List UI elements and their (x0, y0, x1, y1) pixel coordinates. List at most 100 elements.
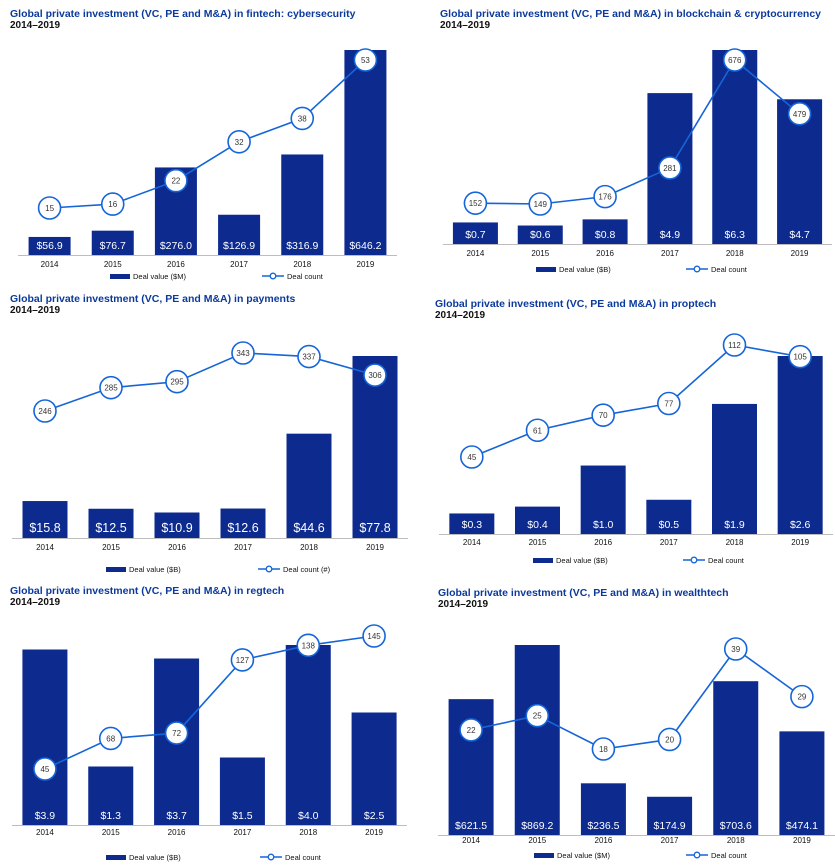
bar-value-label: $276.0 (160, 240, 192, 252)
bar-value-label: $0.6 (530, 229, 551, 241)
bar (219, 757, 265, 825)
legend-label-line: Deal count (711, 851, 748, 860)
deal-count-label: 16 (108, 200, 117, 209)
bar (22, 649, 68, 825)
x-tick-label: 2018 (300, 543, 318, 552)
x-tick-label: 2016 (596, 249, 614, 258)
x-tick-label: 2018 (726, 538, 744, 547)
deal-count-label: 138 (302, 641, 316, 650)
bar (351, 712, 397, 825)
x-tick-label: 2019 (357, 260, 375, 269)
x-tick-label: 2017 (234, 543, 252, 552)
x-tick-label: 2015 (102, 828, 120, 837)
bar-value-label: $1.9 (724, 519, 745, 531)
bar-value-label: $0.8 (595, 229, 616, 241)
chart-subtitle: 2014–2019 (440, 20, 491, 31)
x-tick-label: 2019 (365, 828, 383, 837)
bar-value-label: $4.7 (789, 229, 810, 241)
deal-count-marker (231, 341, 255, 365)
deal-count-marker (33, 399, 57, 423)
legend-swatch-marker (693, 265, 701, 273)
deal-count-marker (528, 192, 553, 216)
deal-count-marker (591, 403, 615, 428)
deal-count-marker (164, 721, 189, 745)
bar (91, 230, 134, 255)
deal-count-label: 15 (45, 204, 54, 213)
chart-panel-cybersecurity: Global private investment (VC, PE and M&… (10, 8, 405, 290)
legend-swatch-bar (110, 274, 130, 279)
bar (88, 766, 134, 825)
chart-panel-wealthtech: Global private investment (VC, PE and M&… (438, 587, 835, 866)
bar-value-label: $0.5 (659, 519, 680, 531)
bar (779, 731, 825, 835)
x-tick-label: 2014 (463, 538, 481, 547)
x-tick-label: 2016 (594, 538, 612, 547)
x-tick-label: 2015 (531, 249, 549, 258)
bar (285, 645, 331, 825)
bar-value-label: $0.4 (527, 519, 548, 531)
legend-label-line: Deal count (285, 853, 322, 862)
deal-count-label: 285 (104, 384, 118, 393)
bar-value-label: $869.2 (521, 820, 553, 832)
bar (517, 225, 563, 244)
deal-count-label: 127 (236, 656, 250, 665)
deal-count-marker (362, 624, 386, 648)
deal-count-label: 39 (731, 645, 740, 654)
bar-value-label: $0.3 (462, 519, 483, 531)
chart-title: Global private investment (VC, PE and M&… (10, 585, 285, 597)
bar-value-label: $2.5 (364, 810, 385, 822)
deal-count-label: 22 (467, 726, 476, 735)
bar-value-label: $1.0 (593, 519, 614, 531)
deal-count-marker (33, 757, 57, 781)
deal-count-marker (788, 344, 812, 369)
deal-count-label: 337 (302, 353, 316, 362)
legend-label-line: Deal count (711, 265, 748, 274)
x-tick-label: 2019 (791, 249, 809, 258)
chart-svg: $3.9 $1.3 $3.7 $1.5 $4.0 $2.5 45 68 72 127 138 145 2… (12, 624, 407, 862)
legend-swatch-marker (265, 565, 273, 573)
bar (28, 236, 71, 255)
deal-count-marker (363, 363, 387, 387)
deal-count-marker (790, 684, 814, 709)
deal-count-marker (353, 48, 378, 72)
bar-value-label: $174.9 (654, 820, 686, 832)
deal-count-label: 246 (38, 407, 52, 416)
bar (218, 214, 261, 255)
bar-value-label: $703.6 (720, 820, 752, 832)
bar-value-label: $44.6 (293, 521, 324, 535)
deal-count-label: 145 (367, 632, 381, 641)
bar (449, 513, 495, 534)
chart-subtitle: 2014–2019 (435, 310, 486, 321)
deal-count-label: 281 (663, 164, 677, 173)
bar (582, 219, 628, 244)
deal-count-marker (658, 156, 682, 180)
chart-title: Global private investment (VC, PE and M&… (440, 8, 821, 20)
deal-count-line (44, 352, 376, 412)
bar-value-label: $126.9 (223, 240, 255, 252)
bar (777, 356, 823, 534)
bar-value-label: $621.5 (455, 820, 487, 832)
bar-value-label: $2.6 (790, 519, 811, 531)
x-tick-label: 2014 (467, 249, 485, 258)
chart-svg: $56.9 $76.7 $276.0 $126.9 $316.9 $646.2 15 16 22… (18, 48, 397, 281)
bar-value-label: $0.7 (465, 229, 486, 241)
bar (646, 499, 692, 534)
bar (88, 508, 134, 538)
chart-subtitle: 2014–2019 (10, 305, 61, 316)
deal-count-marker (459, 718, 483, 742)
bar-value-label: $12.5 (95, 521, 126, 535)
deal-count-marker (164, 168, 188, 193)
deal-count-marker (591, 737, 616, 761)
bar-value-label: $15.8 (29, 521, 60, 535)
deal-count-marker (787, 102, 812, 126)
deal-count-label: 61 (533, 426, 542, 435)
bar (580, 465, 626, 534)
chart-svg: $621.5 $869.2 $236.5 $174.9 $703.6 $474.1 22 25… (438, 637, 835, 860)
deal-count-label: 20 (665, 735, 674, 744)
chart-subtitle: 2014–2019 (10, 20, 61, 31)
deal-count-marker (657, 727, 682, 752)
legend-label-bar: Deal value ($M) (557, 851, 610, 860)
bar-value-label: $76.7 (100, 240, 126, 252)
chart-svg: $0.3 $0.4 $1.0 $0.5 $1.9 $2.6 45 61 70 77 112 105 20… (439, 333, 833, 565)
deal-count-marker (98, 726, 123, 751)
